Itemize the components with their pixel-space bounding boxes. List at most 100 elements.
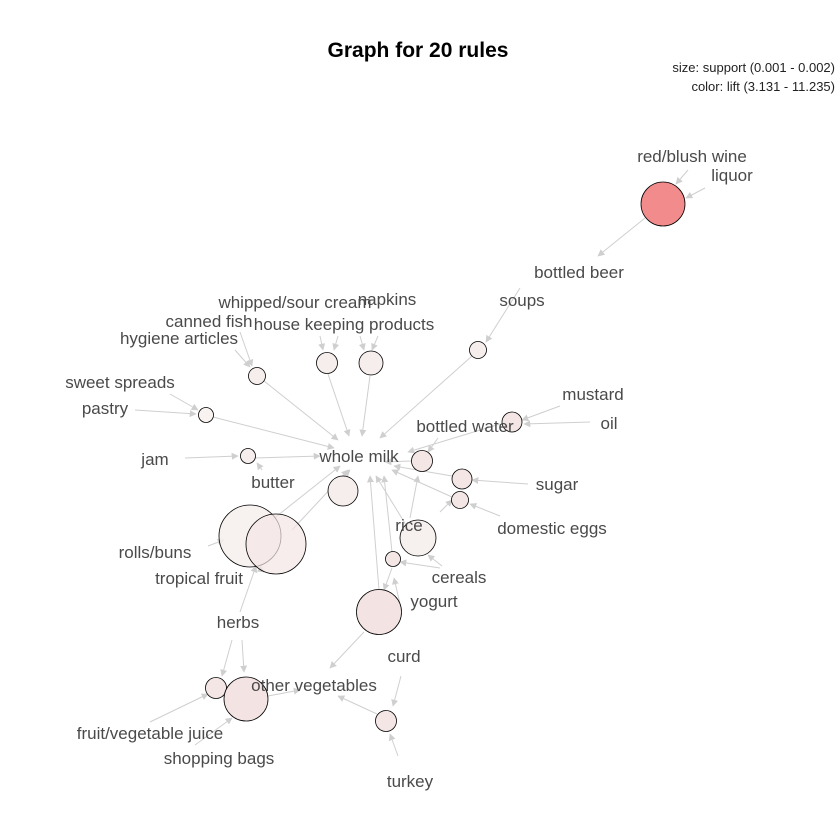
item-shopping-bags: shopping bags xyxy=(164,749,275,768)
edge xyxy=(381,475,393,553)
edge xyxy=(267,687,301,697)
item-pastry: pastry xyxy=(82,399,129,418)
item-red-blush-wine: red/blush wine xyxy=(637,147,747,166)
item-bottled-water: bottled water xyxy=(416,417,514,436)
item-curd: curd xyxy=(387,647,420,666)
item-labels: red/blush wine liquor bottled beer soups… xyxy=(65,147,753,791)
item-napkins: napkins xyxy=(358,290,417,309)
rule-nodes xyxy=(198,181,686,732)
edge xyxy=(427,554,443,567)
rule-node-bottled-water xyxy=(411,450,433,472)
item-fruit-vegetable-juice: fruit/vegetable juice xyxy=(77,724,223,743)
rule-node-hygiene xyxy=(248,367,266,385)
rule-node-eggs xyxy=(451,491,469,509)
rule-node-jam xyxy=(240,448,256,464)
edge xyxy=(358,335,366,351)
edge xyxy=(685,187,706,199)
edge xyxy=(471,476,529,485)
edges xyxy=(134,169,706,757)
edge xyxy=(523,420,591,428)
rule-node-shopping-bags xyxy=(223,676,269,722)
item-liquor: liquor xyxy=(711,166,753,185)
item-cereals: cereals xyxy=(432,568,487,587)
edge xyxy=(382,567,393,591)
edge xyxy=(194,717,233,746)
item-jam: jam xyxy=(140,450,168,469)
edge xyxy=(256,462,264,471)
edge xyxy=(409,475,421,519)
item-other-vegetables: other vegetables xyxy=(251,676,377,695)
rule-node-juice xyxy=(205,677,227,699)
rule-node-butter xyxy=(327,475,359,507)
item-sweet-spreads: sweet spreads xyxy=(65,373,175,392)
edge xyxy=(318,335,326,351)
edge xyxy=(134,409,197,418)
item-house-keeping-products: house keeping products xyxy=(254,315,435,334)
rule-node-cereals xyxy=(385,551,401,567)
item-canned-fish: canned fish xyxy=(166,312,253,331)
edge xyxy=(597,217,646,257)
edge xyxy=(379,355,473,439)
edge xyxy=(254,452,321,460)
item-oil: oil xyxy=(600,414,617,433)
edge xyxy=(212,416,335,450)
edge xyxy=(239,331,254,367)
item-herbs: herbs xyxy=(217,613,260,632)
legend-size: size: support (0.001 - 0.002) xyxy=(672,60,835,75)
edge xyxy=(271,465,341,521)
item-mustard: mustard xyxy=(562,385,623,404)
edge xyxy=(240,639,248,673)
edge xyxy=(521,405,561,422)
rule-node-soups xyxy=(469,341,487,359)
rule-node-wine-liquor xyxy=(640,181,686,227)
legend-color: color: lift (3.131 - 11.235) xyxy=(691,79,835,94)
item-sugar: sugar xyxy=(536,475,579,494)
item-rolls-buns: rolls/buns xyxy=(119,543,192,562)
item-whole-milk: whole milk xyxy=(318,447,399,466)
rule-node-tropical xyxy=(245,513,307,575)
edge xyxy=(675,169,689,185)
rule-node-rice xyxy=(399,519,437,557)
edge xyxy=(149,693,209,723)
edge xyxy=(220,639,233,677)
rule-node-pastry xyxy=(198,407,214,423)
rule-node-whipped xyxy=(316,352,338,374)
edge xyxy=(329,631,365,669)
item-yogurt: yogurt xyxy=(410,592,458,611)
item-bottled-beer: bottled beer xyxy=(534,263,624,282)
edge xyxy=(371,335,379,351)
edge xyxy=(367,475,380,591)
edge xyxy=(327,373,351,437)
edge xyxy=(439,499,453,513)
edge xyxy=(169,393,199,411)
item-turkey: turkey xyxy=(387,772,434,791)
edge xyxy=(399,559,441,569)
edge xyxy=(469,503,501,517)
edge xyxy=(388,733,399,757)
rule-node-napkins xyxy=(358,350,384,376)
edge xyxy=(384,458,412,466)
edge xyxy=(332,335,340,351)
edge xyxy=(375,475,407,526)
edge xyxy=(407,423,501,454)
edge xyxy=(485,287,521,343)
item-domestic-eggs: domestic eggs xyxy=(497,519,607,538)
edge xyxy=(427,437,439,453)
item-rice: rice xyxy=(395,516,422,535)
item-whipped-sour-cream: whipped/sour cream xyxy=(217,293,371,312)
item-hygiene-articles: hygiene articles xyxy=(120,329,238,348)
edge xyxy=(391,469,453,498)
rule-node-mustard xyxy=(501,411,523,433)
item-butter: butter xyxy=(251,473,295,492)
edge xyxy=(239,565,258,613)
edge xyxy=(263,380,339,441)
item-soups: soups xyxy=(499,291,544,310)
edge xyxy=(359,375,371,437)
graph-title: Graph for 20 rules xyxy=(328,39,509,62)
rule-node-sugar xyxy=(451,468,473,490)
rule-node-yogurt xyxy=(356,589,402,635)
edge xyxy=(392,577,401,605)
edge xyxy=(337,695,378,715)
edge xyxy=(391,675,402,707)
